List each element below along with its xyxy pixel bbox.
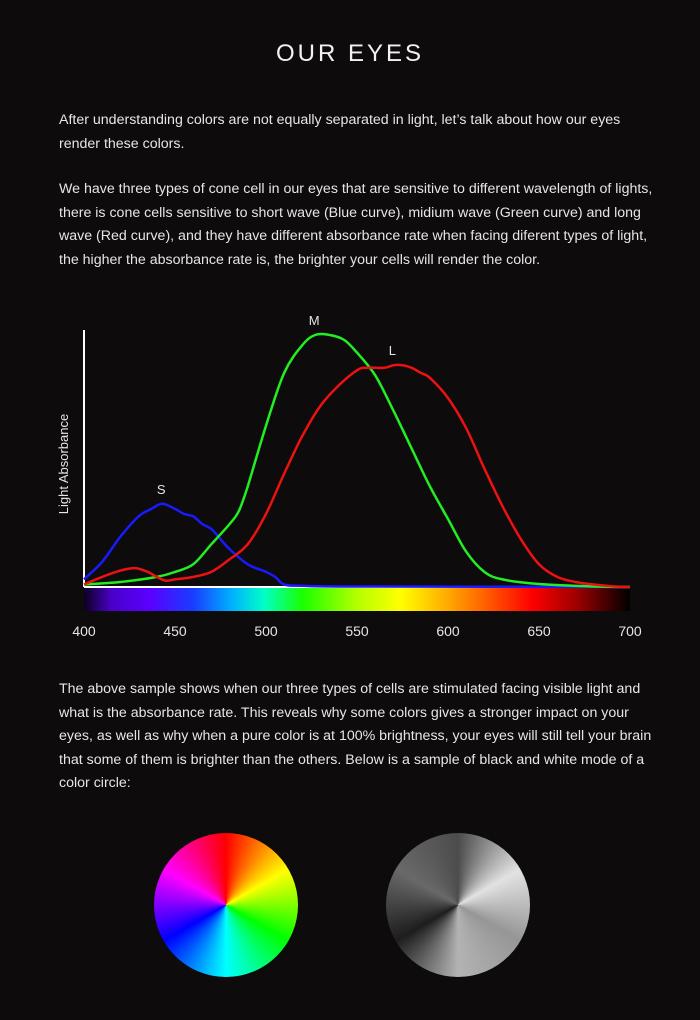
- cone-cells-paragraph: We have three types of cone cell in our …: [59, 181, 653, 268]
- cone-absorbance-chart: Light Absorbance 400 450 500 550 600 650 700 S…: [56, 313, 642, 639]
- x-tick-label: 400: [72, 623, 96, 639]
- summary-paragraph: The above sample shows when our three ty…: [59, 681, 652, 791]
- spectrum-bar: [84, 588, 630, 611]
- series-label-M: M: [309, 313, 320, 328]
- intro-paragraph: After understanding colors are not equal…: [59, 112, 621, 152]
- series-group: [83, 332, 631, 589]
- x-tick-label: 650: [527, 623, 551, 639]
- grayscale-wheel: [386, 833, 530, 977]
- x-tick-label: 700: [618, 623, 642, 639]
- series-labels: S M L: [157, 313, 396, 497]
- x-tick-label: 500: [254, 623, 278, 639]
- series-label-S: S: [157, 482, 166, 497]
- y-axis-label: Light Absorbance: [56, 414, 71, 514]
- series-line-M: [83, 332, 631, 589]
- series-line-L: [83, 363, 631, 589]
- series-line-S: [83, 502, 631, 589]
- x-tick-label: 450: [163, 623, 187, 639]
- series-label-L: L: [389, 343, 396, 358]
- x-tick-labels: 400 450 500 550 600 650 700: [72, 623, 642, 639]
- x-tick-label: 550: [345, 623, 369, 639]
- color-wheel: [154, 833, 298, 977]
- x-tick-label: 600: [436, 623, 460, 639]
- page-title: OUR EYES: [275, 40, 425, 67]
